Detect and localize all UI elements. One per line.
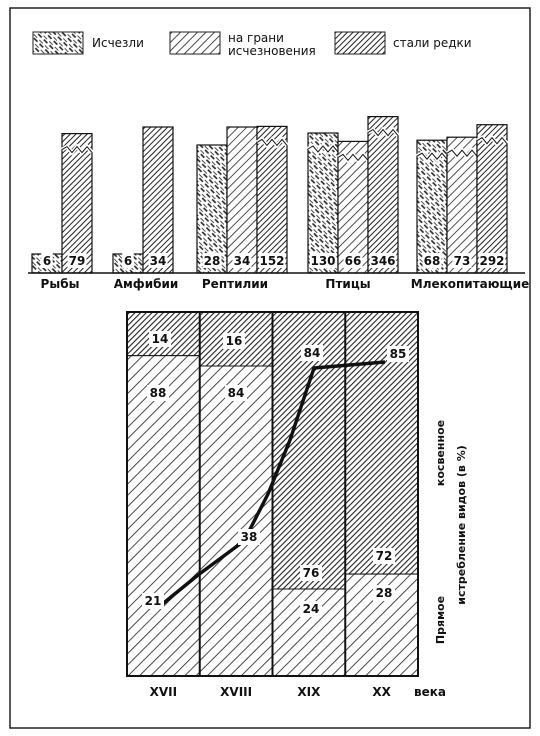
pct-indirect-0: 14	[152, 332, 169, 346]
bar-break-endangered-4	[446, 149, 478, 157]
pct-direct-2: 24	[303, 602, 320, 616]
pct-direct-0: 88	[150, 386, 167, 400]
category-label-1: Амфибии	[114, 277, 179, 291]
pct-indirect-2: 76	[303, 566, 320, 580]
era-line	[158, 360, 386, 608]
ylabel-axis: истребление видов (в %)	[455, 445, 468, 605]
bar-value-bg-endangered-2	[232, 253, 252, 268]
legend-label-rare: стали редки	[393, 36, 472, 50]
bar-break-rare-4	[476, 136, 508, 145]
bar-value-endangered-2: 34	[234, 254, 251, 268]
bar-value-bg-rare-1	[148, 253, 168, 268]
legend: Исчезли на грани исчезновения стали редк…	[32, 31, 472, 58]
bar-break-endangered-3	[337, 153, 369, 162]
era-unit-label: века	[414, 685, 446, 699]
bar-value-rare-0: 79	[69, 254, 86, 268]
bar-rare-1	[142, 126, 174, 274]
bar-break-extinct-4	[416, 152, 448, 160]
legend-swatch-endangered	[169, 31, 221, 55]
bar-value-endangered-4: 73	[454, 254, 471, 268]
bar-value-bg-extinct-2	[202, 253, 222, 268]
legend-swatch-extinct	[32, 31, 84, 55]
bar-value-rare-1: 34	[150, 254, 167, 268]
line-label-bg-0	[142, 593, 164, 609]
category-label-4: Млекопитающие	[411, 277, 530, 291]
line-label-0: 21	[145, 594, 162, 608]
category-label-0: Рыбы	[41, 277, 80, 291]
bar-value-extinct-2: 28	[204, 254, 221, 268]
bar-value-extinct-3: 130	[310, 254, 335, 268]
legend-label-extinct: Исчезли	[92, 36, 144, 50]
bar-value-bg-extinct-0	[41, 253, 53, 268]
era-label-1: XVIII	[220, 685, 252, 699]
bar-rare-4	[476, 124, 508, 274]
line-label-2: 84	[304, 346, 321, 360]
bar-value-bg-extinct-1	[122, 253, 134, 268]
pct-direct-2-bg	[300, 601, 322, 617]
bar-value-rare-3: 346	[370, 254, 395, 268]
line-label-3: 85	[390, 347, 407, 361]
pct-indirect-2-bg	[300, 565, 322, 581]
figure-border	[9, 7, 531, 729]
bar-value-bg-rare-3	[369, 253, 397, 268]
bar-value-endangered-3: 66	[345, 254, 362, 268]
era-label-3: XX	[372, 685, 391, 699]
bar-value-extinct-1: 6	[124, 254, 132, 268]
bar-value-bg-rare-2	[258, 253, 286, 268]
bar-break-rare-2	[256, 138, 288, 147]
era-direct-area-1	[199, 365, 273, 677]
line-label-1: 38	[241, 530, 258, 544]
bar-break-rare-3	[367, 128, 399, 137]
category-label-2: Рептилии	[202, 277, 268, 291]
bar-rare-2	[256, 125, 288, 274]
bar-rare-3	[367, 115, 399, 274]
bar-chart: 6 79 Рыбы 6 34 Амфибии 28 34 152 Рептилии 130 66 346…	[31, 115, 530, 291]
line-label-bg-2	[301, 345, 323, 361]
era-direct-area-0	[126, 355, 201, 677]
pct-indirect-3-bg	[373, 548, 395, 564]
line-label-bg-1	[238, 529, 260, 545]
legend-swatch-rare	[334, 31, 386, 55]
legend-label-endangered-line2: исчезновения	[228, 44, 316, 58]
pct-direct-0-bg	[147, 385, 169, 401]
bar-extinct-3	[307, 132, 339, 274]
pct-direct-1: 84	[228, 386, 245, 400]
pct-indirect-0-bg	[149, 331, 171, 347]
bar-value-bg-rare-0	[67, 253, 87, 268]
bar-break-extinct-3	[307, 145, 339, 153]
bar-extinct-4	[416, 139, 448, 274]
category-label-3: Птицы	[325, 277, 370, 291]
ylabel-top: косвенное	[434, 420, 447, 486]
bar-value-bg-extinct-4	[422, 253, 442, 268]
bar-endangered-3	[337, 140, 369, 274]
bar-value-bg-endangered-3	[343, 253, 363, 268]
bar-value-bg-endangered-4	[452, 253, 472, 268]
bar-break-rare-0	[61, 145, 93, 154]
bar-endangered-2	[226, 126, 258, 274]
bar-value-bg-extinct-3	[309, 253, 337, 268]
ylabel-bottom: Прямое	[434, 596, 447, 644]
pct-direct-1-bg	[225, 385, 247, 401]
legend-label-endangered-line1: на грани	[228, 31, 284, 45]
bar-value-bg-rare-4	[478, 253, 506, 268]
pct-direct-3-bg	[373, 585, 395, 601]
pct-indirect-3: 72	[376, 549, 393, 563]
pct-indirect-1-bg	[223, 333, 245, 349]
bar-value-rare-4: 292	[479, 254, 504, 268]
bar-rare-0	[61, 133, 93, 274]
line-label-bg-3	[387, 346, 409, 362]
pct-indirect-1: 16	[226, 334, 243, 348]
bar-value-extinct-0: 6	[43, 254, 51, 268]
era-label-2: XIX	[297, 685, 321, 699]
pct-direct-3: 28	[376, 586, 393, 600]
bar-endangered-4	[446, 136, 478, 274]
bar-value-extinct-4: 68	[424, 254, 441, 268]
era-label-0: XVII	[150, 685, 177, 699]
era-chart: 14 88 16 84 76 24 72 28 21 38 84 85 XVII XVIII XIX XX ве…	[126, 311, 468, 699]
bar-value-rare-2: 152	[259, 254, 284, 268]
